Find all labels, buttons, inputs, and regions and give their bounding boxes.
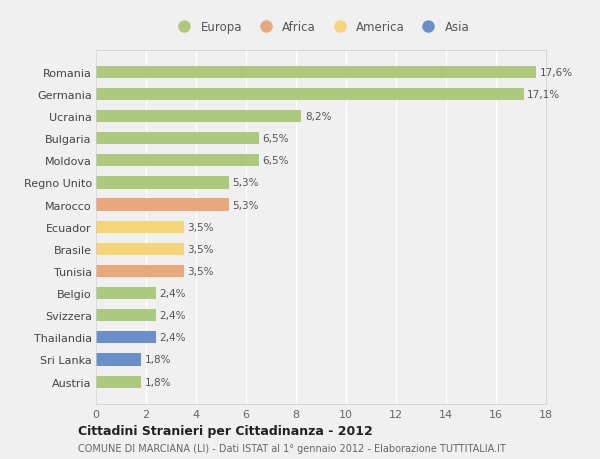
Text: 6,5%: 6,5% — [262, 156, 289, 166]
Bar — [96, 376, 141, 388]
Legend: Europa, Africa, America, Asia: Europa, Africa, America, Asia — [172, 21, 470, 34]
Text: 1,8%: 1,8% — [145, 377, 171, 387]
Text: 2,4%: 2,4% — [160, 333, 186, 342]
Bar — [96, 265, 184, 277]
Bar — [96, 89, 523, 101]
Bar — [96, 331, 156, 344]
Text: 2,4%: 2,4% — [160, 288, 186, 298]
Bar — [96, 67, 536, 78]
Bar — [96, 287, 156, 300]
Text: 3,5%: 3,5% — [187, 222, 214, 232]
Text: 3,5%: 3,5% — [187, 266, 214, 276]
Bar — [96, 111, 301, 123]
Bar — [96, 309, 156, 322]
Text: 5,3%: 5,3% — [232, 178, 259, 188]
Text: 8,2%: 8,2% — [305, 112, 331, 122]
Bar — [96, 155, 259, 167]
Text: 17,1%: 17,1% — [527, 90, 560, 100]
Text: COMUNE DI MARCIANA (LI) - Dati ISTAT al 1° gennaio 2012 - Elaborazione TUTTITALI: COMUNE DI MARCIANA (LI) - Dati ISTAT al … — [78, 443, 506, 453]
Bar — [96, 177, 229, 189]
Text: 1,8%: 1,8% — [145, 355, 171, 365]
Text: 2,4%: 2,4% — [160, 311, 186, 320]
Bar — [96, 133, 259, 145]
Text: 6,5%: 6,5% — [262, 134, 289, 144]
Bar — [96, 243, 184, 255]
Text: 3,5%: 3,5% — [187, 244, 214, 254]
Bar — [96, 221, 184, 233]
Text: Cittadini Stranieri per Cittadinanza - 2012: Cittadini Stranieri per Cittadinanza - 2… — [78, 424, 373, 437]
Text: 17,6%: 17,6% — [540, 67, 573, 78]
Bar — [96, 353, 141, 366]
Bar — [96, 199, 229, 211]
Text: 5,3%: 5,3% — [232, 200, 259, 210]
